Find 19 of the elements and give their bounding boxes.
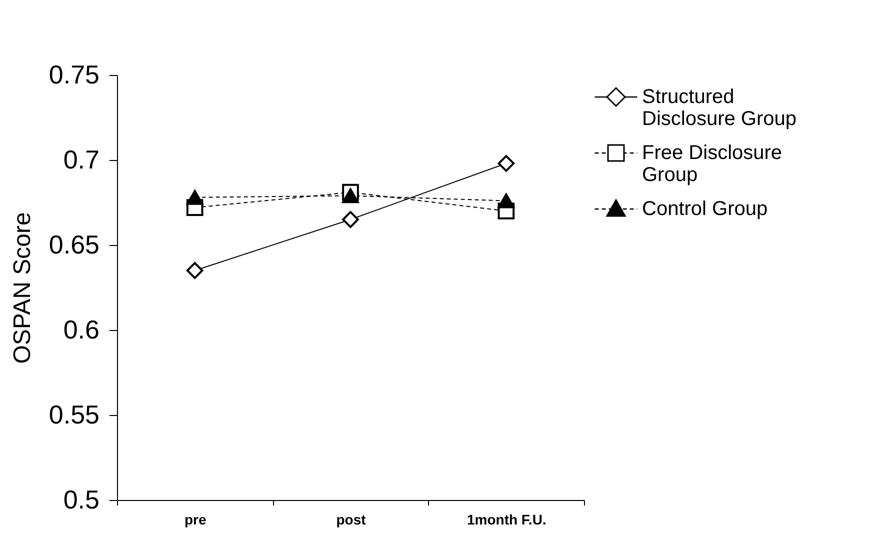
point: [498, 193, 515, 208]
x-tick-label: post: [336, 512, 366, 528]
x-tick-label: 1month F.U.: [466, 512, 546, 528]
y-tick-label: 0.5: [63, 484, 100, 514]
legend-label: Structured Disclosure Group: [642, 86, 797, 130]
legend-label: Control Group: [642, 198, 768, 220]
x-tick-label: pre: [184, 512, 206, 528]
y-tick-label: 0.7: [63, 144, 100, 174]
y-tick-label: 0.65: [48, 230, 100, 260]
y-tick-label: 0.75: [48, 60, 100, 90]
point: [342, 211, 359, 228]
y-axis-title: OSPAN Score: [8, 212, 36, 364]
point: [498, 154, 515, 172]
point: [342, 188, 359, 204]
y-tick-label: 0.6: [63, 314, 100, 344]
legend-label: Free Disclosure Group: [642, 142, 782, 186]
point: [186, 262, 204, 279]
y-tick-label: 0.55: [48, 400, 100, 430]
point: [186, 190, 204, 205]
